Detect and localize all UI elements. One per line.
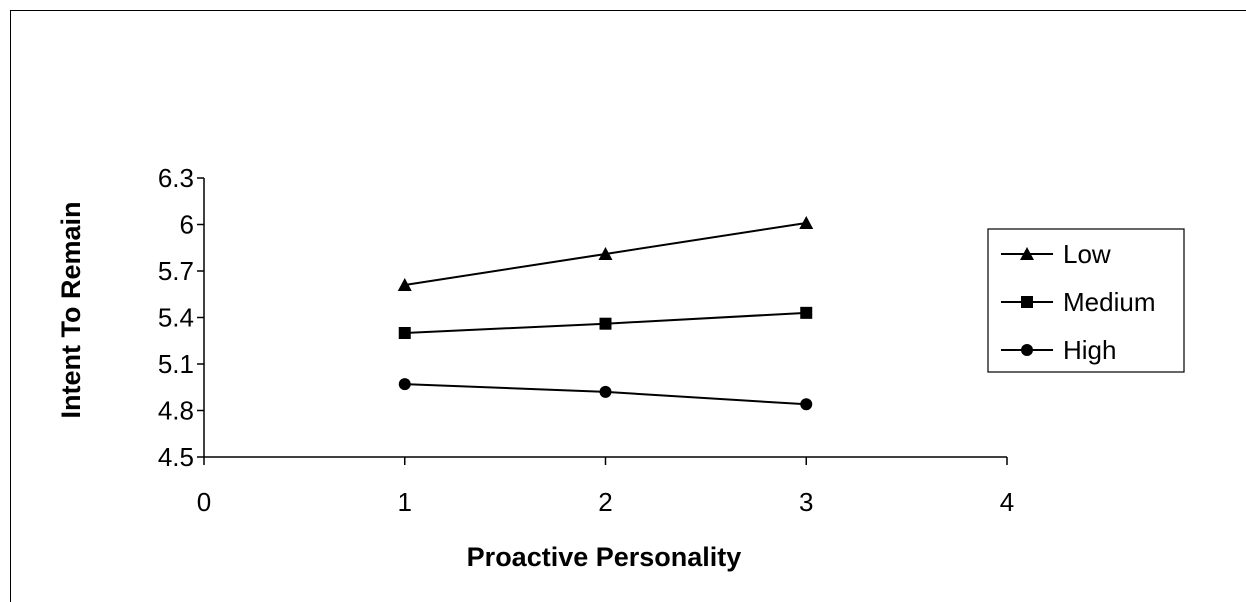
y-tick-label: 5.7 — [158, 256, 194, 286]
data-point-low — [799, 215, 814, 229]
x-tick-label: 2 — [598, 487, 612, 517]
y-axis-title: Intent To Remain — [56, 201, 86, 418]
legend-box — [987, 228, 1185, 373]
series-group — [397, 215, 814, 411]
legend-label-low: Low — [1063, 239, 1111, 269]
x-tick-label: 1 — [398, 487, 412, 517]
y-ticks: 4.5 4.8 5.1 5.4 5.7 6 6.3 — [158, 163, 204, 472]
legend-marker-high — [1021, 344, 1033, 356]
x-tick-label: 0 — [197, 487, 211, 517]
data-point-medium — [599, 317, 612, 330]
x-axis-title: Proactive Personality — [467, 542, 742, 572]
y-tick-label: 4.8 — [158, 396, 194, 426]
series-low — [397, 215, 814, 291]
data-point-medium — [398, 327, 411, 339]
chart-frame — [10, 10, 1246, 602]
y-tick-label: 5.1 — [158, 349, 194, 379]
legend-item-medium: Medium — [1001, 287, 1155, 317]
y-tick-label: 5.4 — [158, 303, 194, 333]
data-point-high — [800, 398, 813, 411]
legend-marker-medium — [1021, 296, 1033, 308]
y-tick-label: 6.3 — [158, 163, 194, 193]
x-tick-label: 4 — [1000, 487, 1014, 517]
data-point-medium — [800, 306, 813, 319]
data-point-low — [397, 277, 412, 291]
y-tick-label: 4.5 — [158, 442, 194, 472]
legend-label-high: High — [1063, 335, 1116, 365]
x-tick-label: 3 — [799, 487, 813, 517]
data-point-low — [598, 246, 613, 260]
y-tick-label: 6 — [180, 210, 194, 240]
legend: Low Medium High — [987, 228, 1185, 373]
axes — [203, 178, 1007, 458]
legend-item-high: High — [1001, 335, 1116, 365]
x-ticks: 0 1 2 3 4 — [197, 457, 1014, 517]
series-medium — [398, 306, 813, 339]
legend-marker-low — [1020, 247, 1034, 260]
legend-item-low: Low — [1001, 239, 1111, 269]
legend-label-medium: Medium — [1063, 287, 1155, 317]
data-point-high — [599, 385, 612, 398]
data-point-high — [398, 378, 411, 391]
series-high — [398, 378, 813, 411]
